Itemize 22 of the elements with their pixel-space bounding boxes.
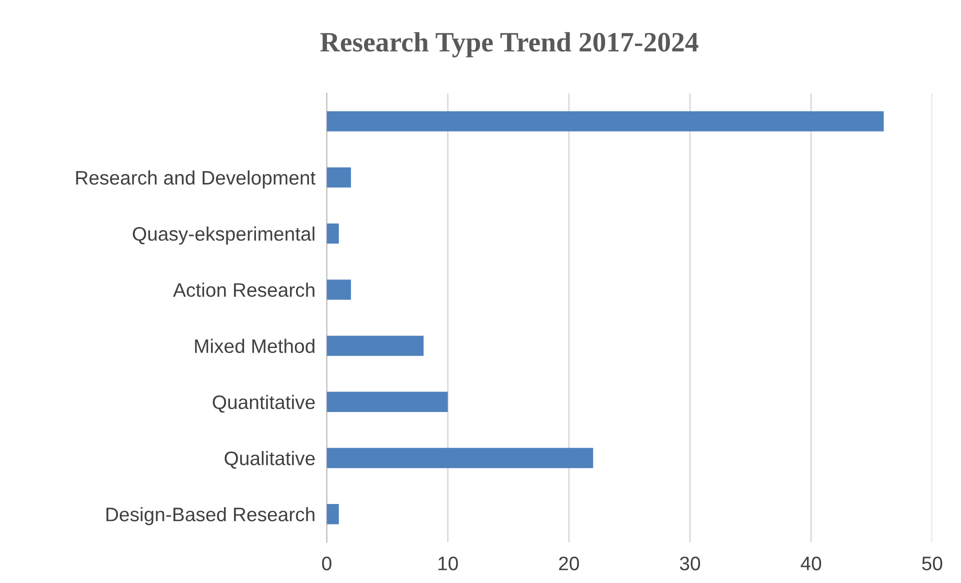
x-tick-label: 30 xyxy=(680,556,700,570)
bar xyxy=(326,392,448,412)
chart-title: Research Type Trend 2017-2024 xyxy=(320,32,698,58)
bar xyxy=(326,448,594,468)
bar xyxy=(326,167,351,188)
bar xyxy=(326,336,424,356)
y-tick-label: Quasy-eksperimental xyxy=(132,226,314,245)
y-tick-label: Action Research xyxy=(173,282,314,297)
x-tick-label: 50 xyxy=(922,556,942,570)
y-tick-label: Qualitative xyxy=(224,450,315,469)
x-tick-label: 40 xyxy=(800,556,822,570)
bar xyxy=(326,504,339,524)
x-tick-label: 20 xyxy=(559,556,579,570)
y-tick-label: Quantitative xyxy=(212,394,315,413)
y-tick-label: Design-Based Research xyxy=(106,507,314,526)
y-tick-label: Mixed Method xyxy=(195,338,314,354)
bar xyxy=(326,280,351,300)
x-tick-label: 10 xyxy=(438,556,458,570)
bar xyxy=(326,223,339,244)
x-tick-label: 0 xyxy=(322,556,332,570)
bar xyxy=(326,111,884,132)
y-tick-label: Research and Development xyxy=(76,170,316,189)
